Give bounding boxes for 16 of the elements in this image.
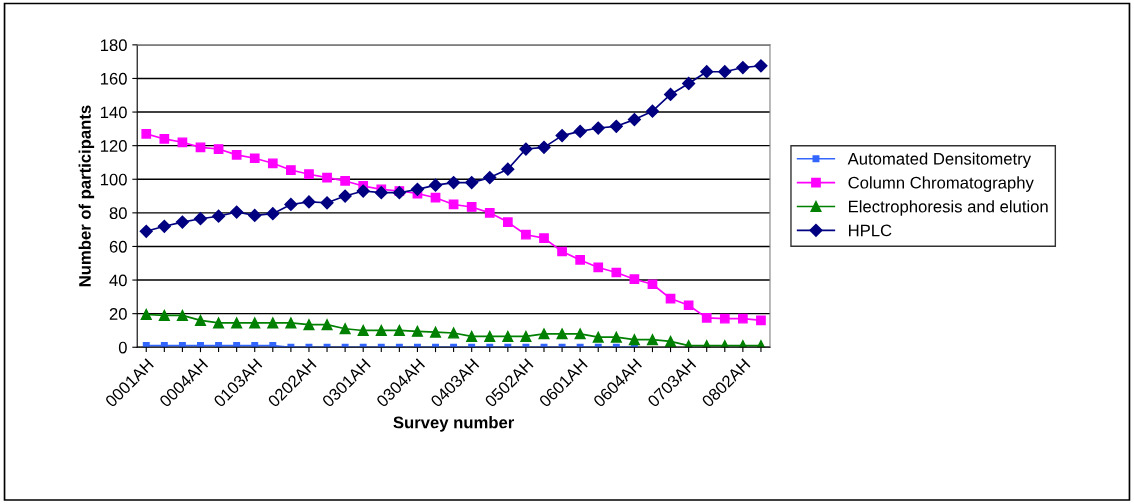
y-tick-label: 100 bbox=[100, 173, 127, 186]
y-tick-label: 120 bbox=[100, 140, 127, 152]
legend-label: Automated Densitometry bbox=[847, 152, 1032, 169]
y-axis-title: Number of participants bbox=[78, 105, 95, 287]
y-tick-label: 80 bbox=[109, 207, 127, 220]
legend-label: Column Chromatography bbox=[848, 176, 1034, 192]
legend-label: HPLC bbox=[849, 224, 892, 237]
y-tick-label: 160 bbox=[100, 72, 127, 85]
y-tick-label: 60 bbox=[109, 240, 127, 253]
x-axis-title: Survey number bbox=[393, 416, 515, 432]
legend-label: Electrophoresis and elution bbox=[849, 200, 1048, 216]
y-tick-label: 180 bbox=[100, 39, 127, 52]
y-tick-label: 40 bbox=[109, 274, 127, 287]
y-tick-label: 140 bbox=[100, 106, 127, 119]
y-tick-label: 20 bbox=[109, 308, 127, 320]
y-tick-label: 0 bbox=[118, 341, 127, 354]
